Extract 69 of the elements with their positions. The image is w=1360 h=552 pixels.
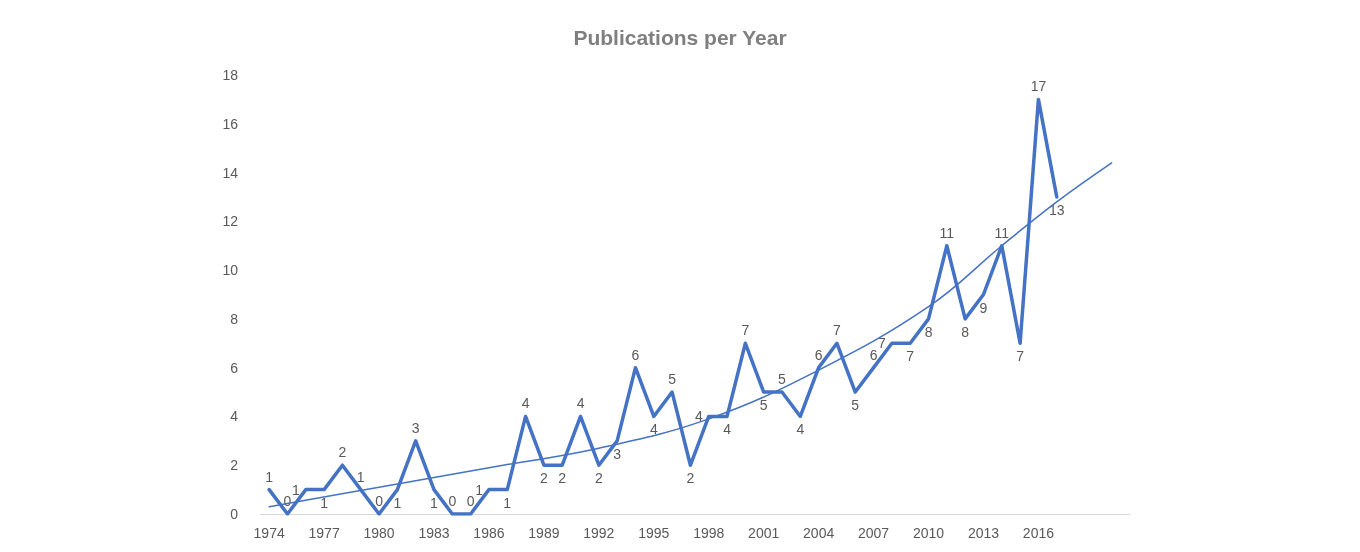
data-label: 8 [924,323,933,340]
data-label: 1 [430,494,439,511]
data-label: 7 [741,322,750,339]
data-label: 6 [869,346,878,363]
data-label: 17 [1030,78,1047,95]
data-label: 6 [631,346,640,363]
y-tick-label: 0 [230,506,239,522]
data-label: 0 [448,493,457,509]
data-label: 1 [356,468,365,485]
y-tick-label: 4 [230,408,239,425]
chart-title: Publications per Year [573,26,787,49]
data-label: 4 [723,421,732,438]
data-label: 7 [833,322,842,339]
data-label: 11 [939,224,955,241]
data-label: 1 [265,468,274,485]
data-label: 3 [411,419,420,436]
data-label: 5 [759,397,768,414]
data-label: 2 [686,470,695,487]
data-label: 1 [475,481,484,498]
data-label: 2 [338,444,347,461]
x-tick-label: 2010 [912,525,945,541]
y-tick-label: 16 [222,115,239,132]
x-tick-label: 1998 [693,525,725,541]
y-tick-label: 18 [222,67,239,83]
data-label: 11 [994,224,1010,241]
data-label: 1 [503,494,512,511]
x-tick-label: 2013 [967,525,1000,541]
data-label: 7 [878,335,887,352]
x-tick-label: 1980 [363,525,395,541]
data-label: 0 [466,493,475,509]
x-tick-label: 2004 [803,525,835,541]
data-label: 1 [393,494,402,511]
y-tick-label: 10 [222,262,239,279]
x-tick-label: 2016 [1022,525,1055,541]
data-label: 8 [961,323,970,340]
x-tick-label: 1995 [638,525,670,541]
data-label: 5 [778,371,787,388]
x-tick-label: 1977 [308,525,340,541]
data-label: 2 [540,470,548,487]
y-tick-label: 8 [230,310,239,327]
data-label: 4 [649,421,658,438]
x-tick-label: 1983 [418,525,450,541]
data-label: 9 [979,299,988,316]
data-label: 3 [613,445,622,462]
y-tick-label: 6 [230,359,239,376]
data-label: 7 [906,348,915,365]
data-label: 1 [291,481,300,498]
data-label: 4 [694,408,703,425]
data-label: 4 [576,395,585,412]
x-tick-label: 1989 [528,525,560,541]
data-label: 4 [796,421,805,438]
data-label: 0 [375,493,384,509]
data-label: 5 [668,371,677,388]
x-tick-label: 2001 [748,525,780,541]
data-label: 4 [521,395,530,412]
data-label: 1 [320,494,329,511]
x-tick-label: 1986 [473,525,505,541]
data-label: 5 [851,397,860,414]
y-tick-label: 12 [222,213,239,230]
x-tick-label: 2007 [858,525,890,541]
data-label: 2 [558,470,567,487]
x-tick-label: 1974 [253,525,285,541]
data-label: 7 [1016,348,1025,365]
data-label: 13 [1048,201,1065,218]
data-label: 6 [814,346,823,363]
y-tick-label: 2 [230,457,239,474]
y-tick-label: 14 [222,164,239,181]
x-tick-label: 1992 [583,525,615,541]
data-label: 2 [594,470,603,487]
